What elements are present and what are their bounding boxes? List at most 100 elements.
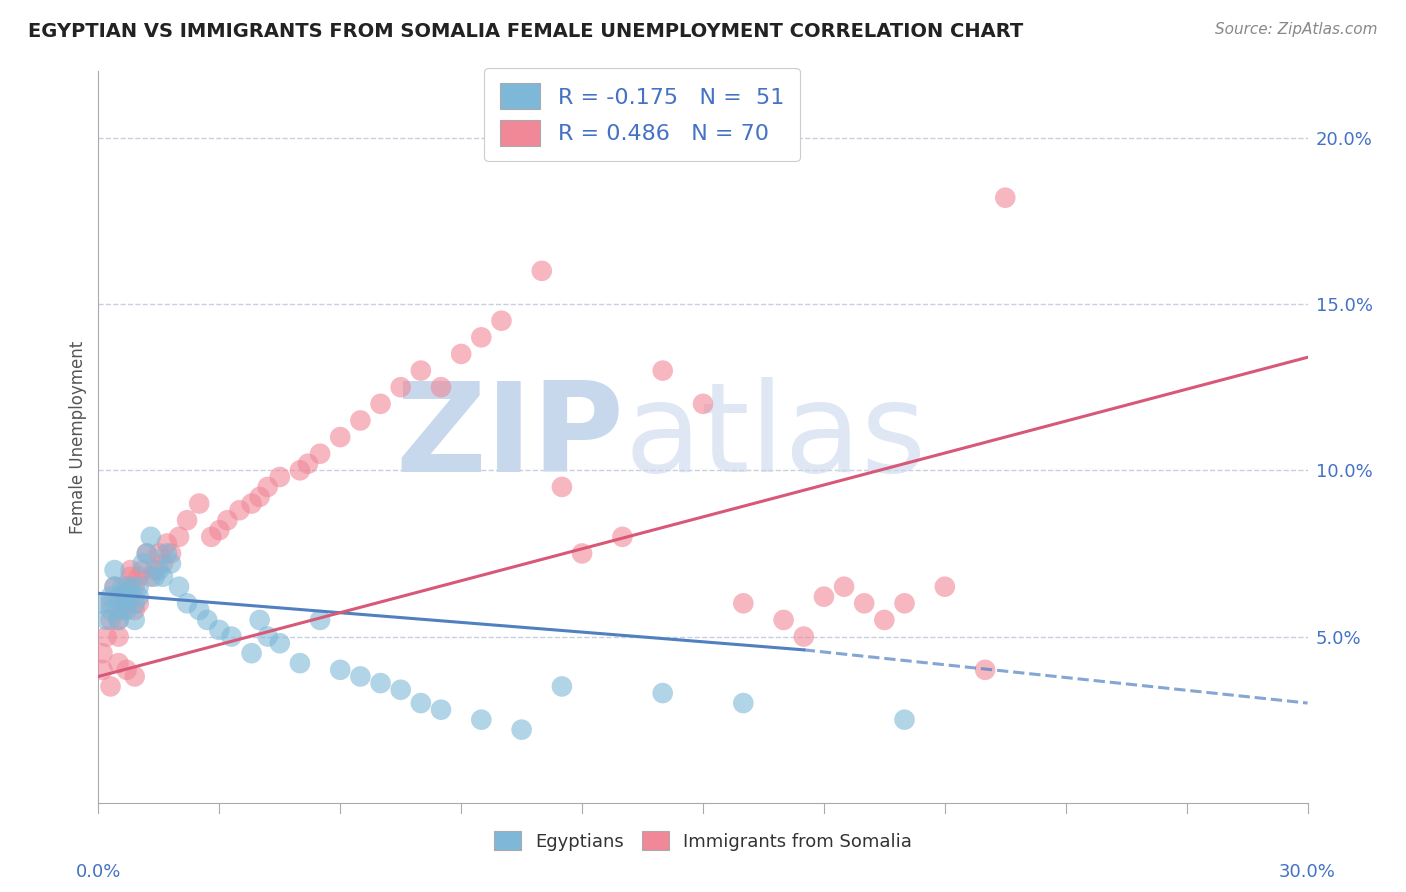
Point	[91, 646, 114, 660]
Point	[128, 570, 150, 584]
Point	[228, 503, 250, 517]
Point	[124, 596, 146, 610]
Point	[124, 613, 146, 627]
Point	[176, 596, 198, 610]
Point	[994, 191, 1017, 205]
Point	[143, 563, 166, 577]
Point	[793, 630, 815, 644]
Point	[100, 590, 122, 604]
Point	[974, 663, 997, 677]
Text: 0.0%: 0.0%	[76, 863, 121, 880]
Point	[132, 557, 155, 571]
Point	[733, 596, 755, 610]
Point	[103, 580, 125, 594]
Point	[160, 557, 183, 571]
Point	[124, 603, 146, 617]
Point	[269, 636, 291, 650]
Point	[156, 546, 179, 560]
Point	[389, 682, 412, 697]
Point	[152, 557, 174, 571]
Point	[256, 480, 278, 494]
Point	[288, 463, 311, 477]
Point	[115, 580, 138, 594]
Point	[115, 586, 138, 600]
Point	[91, 596, 114, 610]
Point	[370, 397, 392, 411]
Point	[160, 546, 183, 560]
Point	[115, 663, 138, 677]
Point	[135, 546, 157, 560]
Point	[692, 397, 714, 411]
Legend: Egyptians, Immigrants from Somalia: Egyptians, Immigrants from Somalia	[485, 822, 921, 860]
Point	[120, 590, 142, 604]
Point	[430, 380, 453, 394]
Point	[135, 546, 157, 560]
Point	[100, 680, 122, 694]
Point	[91, 663, 114, 677]
Point	[100, 603, 122, 617]
Point	[111, 590, 134, 604]
Point	[470, 330, 492, 344]
Point	[450, 347, 472, 361]
Point	[152, 570, 174, 584]
Point	[176, 513, 198, 527]
Point	[200, 530, 222, 544]
Point	[329, 430, 352, 444]
Point	[115, 603, 138, 617]
Point	[208, 523, 231, 537]
Point	[139, 530, 162, 544]
Point	[329, 663, 352, 677]
Point	[124, 669, 146, 683]
Point	[167, 530, 190, 544]
Point	[733, 696, 755, 710]
Point	[240, 497, 263, 511]
Point	[148, 563, 170, 577]
Point	[132, 563, 155, 577]
Point	[651, 686, 673, 700]
Point	[103, 580, 125, 594]
Point	[612, 530, 634, 544]
Text: 30.0%: 30.0%	[1279, 863, 1336, 880]
Point	[111, 603, 134, 617]
Point	[100, 596, 122, 610]
Point	[188, 497, 211, 511]
Point	[551, 680, 574, 694]
Point	[221, 630, 243, 644]
Point	[156, 536, 179, 550]
Point	[269, 470, 291, 484]
Point	[370, 676, 392, 690]
Point	[111, 596, 134, 610]
Point	[409, 696, 432, 710]
Point	[120, 570, 142, 584]
Point	[297, 457, 319, 471]
Text: atlas: atlas	[624, 376, 927, 498]
Point	[832, 580, 855, 594]
Point	[651, 363, 673, 377]
Text: ZIP: ZIP	[395, 376, 624, 498]
Point	[772, 613, 794, 627]
Point	[510, 723, 533, 737]
Point	[128, 590, 150, 604]
Point	[873, 613, 896, 627]
Point	[813, 590, 835, 604]
Point	[551, 480, 574, 494]
Point	[107, 590, 129, 604]
Point	[217, 513, 239, 527]
Point	[107, 603, 129, 617]
Point	[167, 580, 190, 594]
Point	[430, 703, 453, 717]
Point	[128, 596, 150, 610]
Point	[115, 596, 138, 610]
Point	[143, 570, 166, 584]
Point	[208, 623, 231, 637]
Point	[491, 314, 513, 328]
Point	[409, 363, 432, 377]
Text: EGYPTIAN VS IMMIGRANTS FROM SOMALIA FEMALE UNEMPLOYMENT CORRELATION CHART: EGYPTIAN VS IMMIGRANTS FROM SOMALIA FEMA…	[28, 22, 1024, 41]
Point	[111, 580, 134, 594]
Point	[96, 630, 118, 644]
Point	[100, 613, 122, 627]
Point	[139, 570, 162, 584]
Point	[934, 580, 956, 594]
Point	[120, 580, 142, 594]
Point	[148, 546, 170, 560]
